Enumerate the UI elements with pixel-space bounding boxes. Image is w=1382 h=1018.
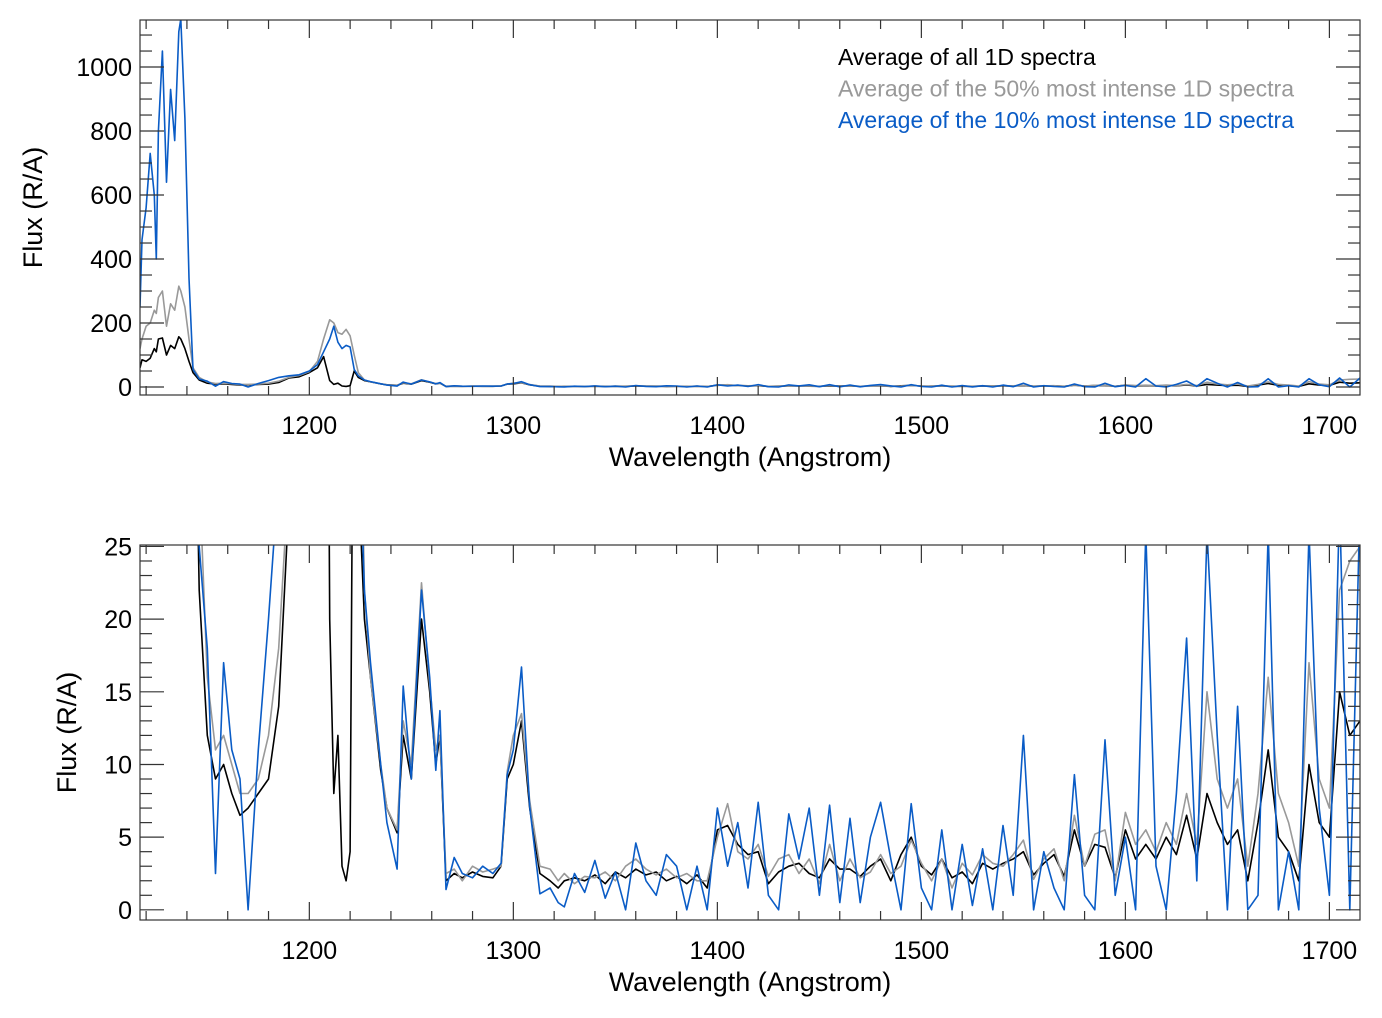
x-tick-label: 1300 (486, 937, 542, 965)
x-tick-label: 1600 (1098, 937, 1154, 965)
x-tick-label: 1700 (1302, 937, 1358, 965)
plot-frame (139, 544, 1361, 921)
y-axis-title: Flux (R/A) (18, 147, 48, 269)
y-tick-label: 25 (104, 533, 132, 561)
x-tick-label: 1500 (894, 937, 950, 965)
panel-zoomed: 1200 1300 1400 1500 1600 1700 0 5 10 15 20 25 Wavele… (52, 533, 1361, 997)
y-tick-label: 0 (118, 374, 132, 402)
x-tick-label: 1400 (690, 412, 746, 440)
legend-entry: Average of all 1D spectra (838, 44, 1096, 70)
y-tick-label: 5 (118, 824, 132, 852)
plot-frame (139, 19, 1361, 396)
y-axis-title: Flux (R/A) (52, 672, 82, 794)
ticks (140, 20, 1360, 395)
x-axis-title: Wavelength (Angstrom) (609, 967, 892, 997)
legend: Average of all 1D spectra Average of the … (838, 44, 1294, 133)
series-line-top50 (140, 285, 1360, 388)
x-tick-label: 1400 (690, 937, 746, 965)
x-tick-label: 1200 (282, 412, 338, 440)
y-tick-label: 20 (104, 606, 132, 634)
x-tick-label: 1200 (282, 937, 338, 965)
series-line-all (140, 335, 1360, 388)
x-axis-title: Wavelength (Angstrom) (609, 442, 892, 472)
y-tick-label: 1000 (76, 54, 132, 82)
series-line-top10 (140, 20, 1360, 388)
y-tick-label: 200 (90, 310, 132, 338)
series-line-top50 (201, 545, 1360, 889)
y-tick-label: 10 (104, 751, 132, 779)
series-lines (197, 545, 1360, 911)
y-tick-label: 600 (90, 182, 132, 210)
y-tick-label: 15 (104, 679, 132, 707)
x-tick-label: 1300 (486, 412, 542, 440)
legend-entry: Average of the 10% most intense 1D spect… (838, 107, 1294, 133)
x-tick-label: 1700 (1302, 412, 1358, 440)
x-tick-label: 1500 (894, 412, 950, 440)
ticks (140, 545, 1360, 920)
panel-full-range: 1200 1300 1400 1500 1600 1700 0 200 400 600 800 100… (18, 19, 1361, 472)
y-tick-label: 800 (90, 118, 132, 146)
x-tick-label: 1600 (1098, 412, 1154, 440)
legend-entry: Average of the 50% most intense 1D spect… (838, 76, 1294, 102)
series-lines (140, 20, 1360, 388)
y-tick-label: 0 (118, 897, 132, 925)
y-tick-label: 400 (90, 246, 132, 274)
series-line-top10 (198, 545, 1360, 911)
